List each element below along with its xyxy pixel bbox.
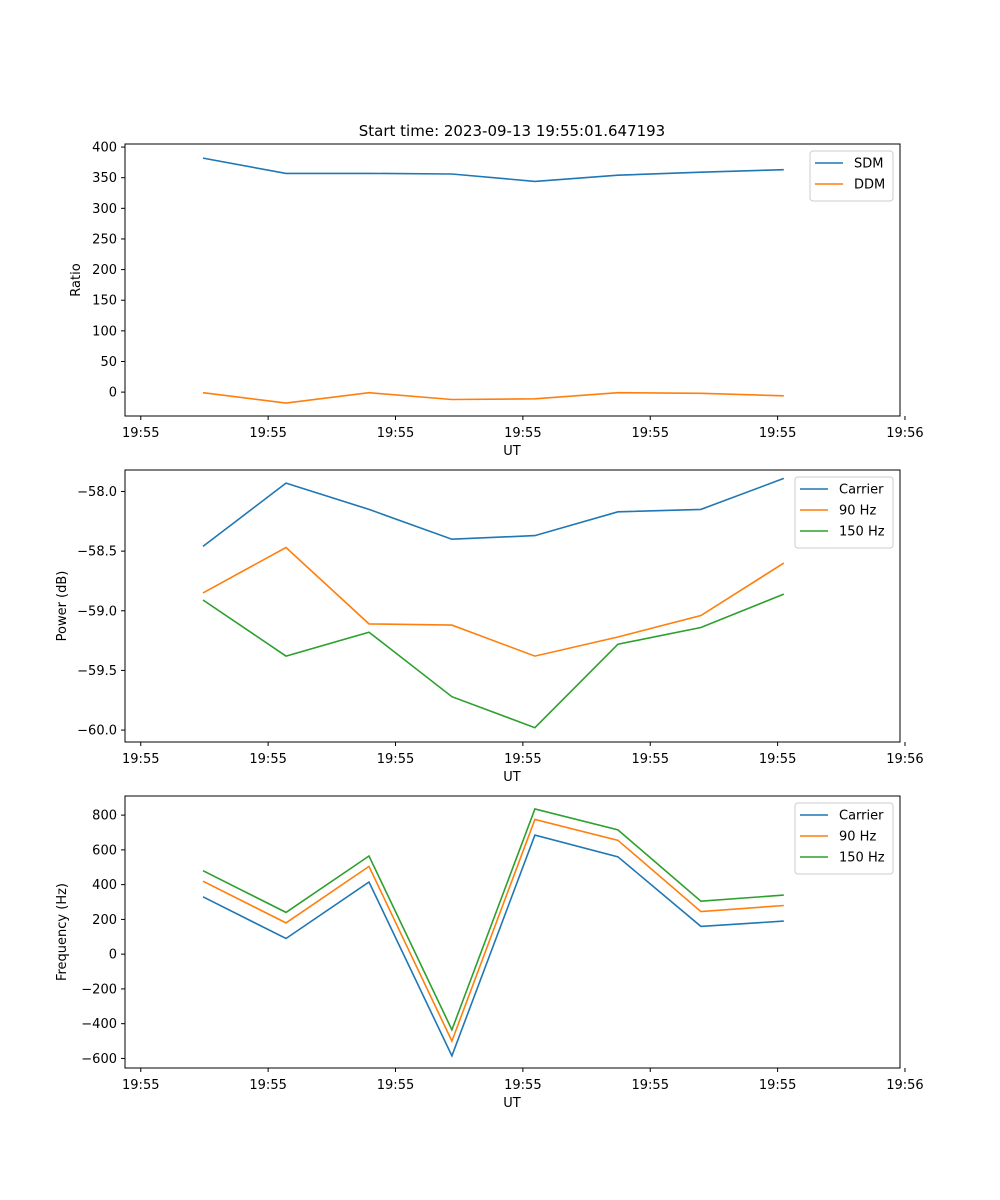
x-tick-label: 19:56 — [886, 752, 923, 767]
x-tick-label: 19:55 — [249, 752, 286, 767]
legend-label: 150 Hz — [839, 525, 885, 540]
plot-3: 19:55 19:55 19:55 19:55 19:55 19:55 19:56 −600 −… — [55, 795, 924, 1111]
y-tick-label: 300 — [92, 202, 117, 217]
y-tick-label: 250 — [92, 232, 117, 247]
y-tick-label: 200 — [92, 263, 117, 278]
x-tick-label: 19:55 — [759, 1078, 796, 1093]
series-line-150-hz — [202, 808, 784, 1032]
y-tick-label: −58.5 — [77, 545, 117, 560]
y-tick-label: −59.5 — [77, 664, 117, 679]
y-tick-label: 350 — [92, 171, 117, 186]
series-line-90-hz — [202, 818, 784, 1044]
x-tick-label: 19:55 — [122, 1078, 159, 1093]
series-line-carrier — [202, 477, 785, 548]
y-tick-label: 50 — [100, 355, 117, 370]
x-axis-label: UT — [503, 1096, 521, 1111]
y-tick-label: 400 — [92, 878, 117, 893]
y-tick-label: 600 — [92, 843, 117, 858]
series-line-sdm — [202, 157, 784, 183]
x-tick-label: 19:55 — [504, 426, 541, 441]
y-tick-label: 150 — [92, 294, 117, 309]
series-line-carrier — [202, 834, 784, 1058]
x-tick-label: 19:56 — [886, 1078, 923, 1093]
legend-label: Carrier — [839, 483, 884, 498]
y-tick-label: −400 — [81, 1017, 117, 1032]
x-tick-label: 19:55 — [249, 426, 286, 441]
y-tick-label: −59.0 — [77, 604, 117, 619]
x-tick-label: 19:55 — [377, 752, 414, 767]
series-line-90-hz — [202, 546, 785, 657]
y-axis-label: Frequency (Hz) — [55, 883, 70, 981]
plots: 19:55 19:55 19:55 19:55 19:55 19:55 19:56 0 50 10… — [55, 141, 924, 1111]
x-tick-label: 19:55 — [504, 752, 541, 767]
legend-label: 90 Hz — [839, 504, 876, 519]
series-line-ddm — [202, 391, 784, 404]
y-tick-label: 100 — [92, 324, 117, 339]
x-tick-label: 19:56 — [886, 426, 923, 441]
x-tick-label: 19:55 — [632, 1078, 669, 1093]
legend-label: Carrier — [839, 809, 884, 824]
x-tick-label: 19:55 — [122, 752, 159, 767]
y-tick-label: −600 — [81, 1052, 117, 1067]
plot-1-frame — [124, 143, 901, 417]
legend-label: DDM — [854, 178, 885, 193]
plot-2: 19:55 19:55 19:55 19:55 19:55 19:55 19:56 −60.0… — [55, 469, 924, 785]
series-line-150-hz — [202, 593, 785, 729]
y-tick-label: 400 — [92, 141, 117, 156]
y-tick-label: 800 — [92, 809, 117, 824]
y-tick-label: −200 — [81, 982, 117, 997]
x-axis-label: UT — [503, 444, 521, 459]
y-tick-label: 0 — [109, 948, 117, 963]
y-axis-label: Ratio — [69, 263, 84, 296]
y-tick-label: −58.0 — [77, 485, 117, 500]
plot-1: 19:55 19:55 19:55 19:55 19:55 19:55 19:56 0 50 10… — [69, 141, 924, 459]
y-axis-label: Power (dB) — [55, 571, 70, 642]
x-tick-label: 19:55 — [759, 752, 796, 767]
x-tick-label: 19:55 — [632, 752, 669, 767]
x-tick-label: 19:55 — [122, 426, 159, 441]
x-axis-label: UT — [503, 770, 521, 785]
x-tick-label: 19:55 — [504, 1078, 541, 1093]
y-tick-label: 0 — [109, 386, 117, 401]
x-tick-label: 19:55 — [249, 1078, 286, 1093]
legend-label: 90 Hz — [839, 830, 876, 845]
y-tick-label: −60.0 — [77, 724, 117, 739]
figure-title: Start time: 2023-09-13 19:55:01.647193 — [359, 122, 665, 140]
x-tick-label: 19:55 — [377, 1078, 414, 1093]
legend-label: SDM — [854, 157, 883, 172]
plot-2-frame — [124, 469, 901, 743]
plot-3-frame — [124, 795, 901, 1069]
y-tick-label: 200 — [92, 913, 117, 928]
x-tick-label: 19:55 — [759, 426, 796, 441]
legend-label: 150 Hz — [839, 851, 885, 866]
x-tick-label: 19:55 — [377, 426, 414, 441]
x-tick-label: 19:55 — [632, 426, 669, 441]
